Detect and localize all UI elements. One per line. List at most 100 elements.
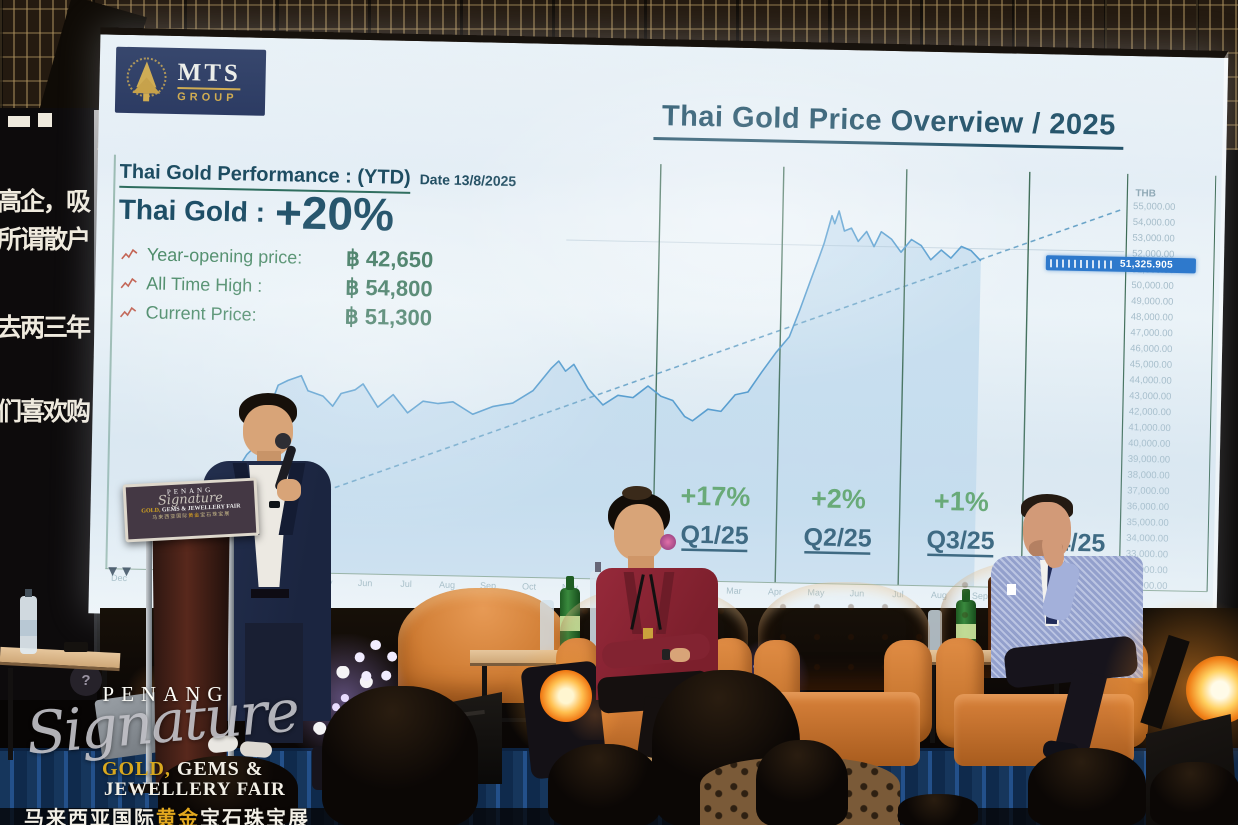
x-tick-label: Aug	[931, 590, 947, 600]
mts-sub: GROUP	[177, 90, 238, 104]
speaker-watch	[269, 501, 280, 508]
x-tick-label: Aug	[439, 580, 455, 590]
hair-flower	[660, 534, 676, 550]
stat-row: Year-opening price: ฿ 42,650	[120, 241, 434, 274]
quarter-pct: +2%	[811, 483, 866, 514]
woman-face	[614, 504, 664, 560]
y-axis-title: THB	[1135, 188, 1156, 199]
cap	[595, 562, 601, 572]
y-tick-label: 46,000.00	[1130, 343, 1172, 355]
stat-value: ฿ 54,800	[344, 274, 433, 302]
pocket-square	[1007, 584, 1016, 595]
led-ring-second	[354, 640, 398, 684]
x-tick-label: Jun	[850, 588, 865, 598]
x-tick-label: Sep	[480, 580, 496, 590]
y-tick-label: 52,000.00	[1132, 248, 1174, 260]
audience-head	[322, 686, 478, 825]
sign-cn2: 黄金	[188, 512, 201, 520]
caption-line: 高企，吸	[0, 188, 91, 216]
mts-logo: MTS GROUP	[114, 46, 267, 116]
last-price-flag: 51,325.905	[1045, 255, 1197, 274]
audience-head	[1150, 762, 1238, 825]
quarter-underline	[681, 548, 748, 553]
trend-icon	[120, 277, 137, 289]
y-tick-label: 38,000.00	[1127, 470, 1169, 482]
stat-value: ฿ 51,300	[344, 303, 433, 331]
caption-line: 们喜欢购	[0, 398, 91, 426]
microphone-head	[275, 433, 291, 449]
x-tick-label: Jul	[892, 589, 904, 599]
quarter-pct: +1%	[934, 486, 989, 517]
y-tick-label: 36,000.00	[1127, 501, 1169, 513]
quarter-label: Q3/25	[926, 526, 995, 555]
quarter-pct: +17%	[680, 481, 750, 512]
quarter-underline	[927, 553, 994, 558]
audience-head	[548, 744, 660, 825]
y-tick-label: 40,000.00	[1128, 438, 1170, 450]
water-bottle	[20, 589, 37, 654]
x-tick-label: Sep	[972, 591, 988, 601]
y-tick-label: 32,000.00	[1125, 564, 1167, 576]
audience-head	[158, 756, 298, 825]
mts-name: MTS	[177, 59, 241, 90]
y-tick-label: 54,000.00	[1133, 217, 1175, 229]
partial-glyph	[8, 116, 30, 127]
speaker-hand	[277, 479, 301, 501]
hair-bun	[622, 486, 652, 500]
x-tick-label: Dec	[111, 573, 128, 583]
y-tick-label: 45,000.00	[1130, 359, 1172, 371]
flag-price: 51,325.905	[1119, 258, 1174, 271]
y-tick-label: 47,000.00	[1130, 327, 1172, 339]
stat-row: All Time High : ฿ 54,800	[119, 270, 433, 303]
y-tick-label: 48,000.00	[1131, 312, 1173, 324]
stat-label: All Time High :	[146, 272, 263, 296]
caption-line: 所谓散户	[0, 226, 91, 254]
sign-cn3: 宝石珠宝展	[200, 511, 231, 519]
y-tick-label: 55,000.00	[1133, 201, 1175, 213]
panelist-woman	[588, 486, 758, 786]
perf-date: Date 13/8/2025	[419, 171, 517, 190]
podium-pole	[228, 528, 234, 786]
stat-label: Current Price:	[145, 301, 257, 325]
stat-row: Current Price: ฿ 51,300	[118, 299, 432, 332]
trend-icon	[119, 306, 137, 318]
quarter-label: Q2/25	[803, 523, 872, 552]
podium-pole	[146, 532, 152, 788]
headline: Thai Gold : +20%	[118, 186, 395, 241]
y-tick-label: 34,000.00	[1126, 533, 1168, 545]
price-area	[209, 210, 981, 587]
x-tick-label: Apr	[768, 586, 782, 596]
woman-hand	[670, 648, 690, 662]
sign-cn1: 马来西亚国际	[152, 513, 189, 522]
y-tick-label: 50,000.00	[1131, 280, 1173, 292]
plot-right-edge	[1206, 175, 1217, 592]
y-tick-label: 43,000.00	[1129, 391, 1171, 403]
price-line	[210, 210, 982, 520]
partial-glyph	[38, 113, 52, 127]
x-tick-label: Oct	[522, 581, 537, 591]
broadcaster-logo: ▼▼	[105, 562, 134, 581]
x-tick-label: Mar	[726, 586, 742, 596]
x-tick-label: Jun	[358, 578, 373, 588]
y-tick-label: 39,000.00	[1128, 454, 1170, 466]
stat-value: ฿ 42,650	[345, 245, 434, 273]
quarter-divider	[1020, 171, 1031, 588]
trunk	[143, 93, 150, 102]
headline-pct: +20%	[274, 186, 395, 241]
y-axis-line	[1118, 173, 1129, 590]
y-tick-label: 33,000.00	[1126, 549, 1168, 561]
speaker-belt	[251, 589, 289, 598]
mts-text: MTS GROUP	[177, 59, 241, 104]
y-tick-label: 44,000.00	[1129, 375, 1171, 387]
quarter-divider	[774, 166, 785, 583]
speaker-legs	[245, 623, 303, 743]
stat-label: Year-opening price:	[146, 243, 303, 268]
y-tick-label: 53,000.00	[1132, 233, 1174, 245]
x-tick-label: Jul	[400, 579, 412, 589]
quarter-divider	[897, 169, 908, 586]
y-tick-label: 31,000.00	[1125, 580, 1167, 592]
caption-line: 去两三年	[0, 314, 91, 342]
bottle-cap	[25, 589, 32, 597]
mts-tree-icon	[123, 55, 170, 106]
